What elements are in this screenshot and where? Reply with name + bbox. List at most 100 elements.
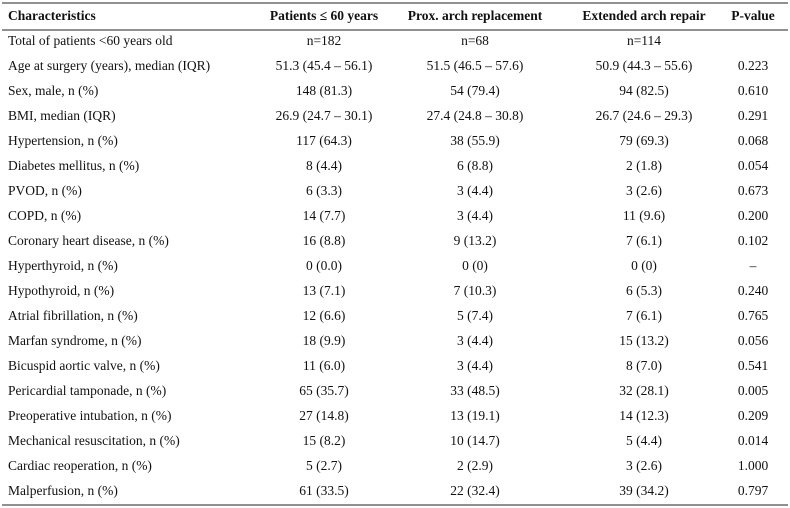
cell: 26.7 (24.6 – 29.3) — [596, 108, 693, 123]
cell: 3 (2.6) — [626, 458, 662, 473]
cell: 61 (33.5) — [299, 483, 349, 498]
cell: 0.673 — [738, 183, 769, 198]
cell: 0.223 — [738, 58, 769, 73]
cell: 0.014 — [738, 433, 769, 448]
cell: 51.5 (46.5 – 57.6) — [427, 58, 524, 73]
cell: 27 (14.8) — [299, 408, 349, 423]
cell: 10 (14.7) — [450, 433, 500, 448]
row-label: PVOD, n (%) — [8, 183, 82, 198]
row-label: Pericardial tamponade, n (%) — [8, 383, 166, 398]
cell: 8 (4.4) — [306, 158, 342, 173]
cell: 0.797 — [738, 483, 769, 498]
row-label: Marfan syndrome, n (%) — [8, 333, 141, 348]
cell: 13 (7.1) — [303, 283, 346, 298]
cell: 7 (6.1) — [626, 308, 662, 323]
cell: 0.610 — [738, 83, 769, 98]
cell: 3 (4.4) — [457, 333, 493, 348]
row-label: Mechanical resuscitation, n (%) — [8, 433, 180, 448]
cell: 14 (12.3) — [619, 408, 669, 423]
cell: 3 (4.4) — [457, 183, 493, 198]
cell: 0.765 — [738, 308, 769, 323]
cell: 9 (13.2) — [454, 233, 497, 248]
cell: 0.291 — [738, 108, 768, 123]
cell: 7 (6.1) — [626, 233, 662, 248]
cell: 2 (1.8) — [626, 158, 662, 173]
cell: n=114 — [627, 33, 661, 48]
cell: n=182 — [307, 33, 342, 48]
header-cell: Characteristics — [8, 8, 96, 23]
header-cell: Patients ≤ 60 years — [270, 8, 378, 23]
cell: 0.541 — [738, 358, 768, 373]
cell: 16 (8.8) — [303, 233, 346, 248]
row-label: Total of patients <60 years old — [8, 33, 173, 48]
cell: 15 (8.2) — [303, 433, 346, 448]
cell: 0.102 — [738, 233, 768, 248]
cell: 54 (79.4) — [450, 83, 500, 98]
cell: 0.054 — [738, 158, 769, 173]
cell: 6 (5.3) — [626, 283, 662, 298]
cell: 6 (3.3) — [306, 183, 342, 198]
cell: 22 (32.4) — [450, 483, 500, 498]
cell: 18 (9.9) — [303, 333, 346, 348]
cell: 94 (82.5) — [619, 83, 669, 98]
row-label: Bicuspid aortic valve, n (%) — [8, 358, 160, 373]
row-label: Diabetes mellitus, n (%) — [8, 158, 139, 173]
cell: 0.240 — [738, 283, 769, 298]
header-cell: Prox. arch replacement — [408, 8, 543, 23]
cell: 2 (2.9) — [457, 458, 493, 473]
cell: 33 (48.5) — [450, 383, 500, 398]
row-label: Hypothyroid, n (%) — [8, 283, 114, 298]
cell: 27.4 (24.8 – 30.8) — [427, 108, 524, 123]
row-label: Malperfusion, n (%) — [8, 483, 118, 498]
cell: 38 (55.9) — [450, 133, 500, 148]
cell: 0.056 — [738, 333, 769, 348]
row-label: COPD, n (%) — [8, 208, 81, 223]
cell: 14 (7.7) — [303, 208, 346, 223]
header-cell: P-value — [731, 8, 775, 23]
cell: 51.3 (45.4 – 56.1) — [276, 58, 373, 73]
row-label: Hypertension, n (%) — [8, 133, 118, 148]
cell: 0.200 — [738, 208, 769, 223]
cell: 3 (4.4) — [457, 208, 493, 223]
cell: 0.005 — [738, 383, 769, 398]
row-label: Preoperative intubation, n (%) — [8, 408, 171, 423]
cell: 8 (7.0) — [626, 358, 662, 373]
cell: 32 (28.1) — [619, 383, 669, 398]
header-cell: Extended arch repair — [582, 8, 705, 23]
row-label: Cardiac reoperation, n (%) — [8, 458, 152, 473]
cell: 3 (4.4) — [457, 358, 493, 373]
row-label: Hyperthyroid, n (%) — [8, 258, 118, 273]
cell: 0.209 — [738, 408, 769, 423]
cell: 11 (6.0) — [303, 358, 345, 373]
cell: 65 (35.7) — [299, 383, 349, 398]
cell: 79 (69.3) — [619, 133, 669, 148]
cell: 117 (64.3) — [296, 133, 352, 148]
cell: 148 (81.3) — [296, 83, 352, 98]
cell: 12 (6.6) — [303, 308, 346, 323]
cell: 0 (0) — [631, 258, 657, 273]
cell: 3 (2.6) — [626, 183, 662, 198]
cell: 26.9 (24.7 – 30.1) — [276, 108, 373, 123]
cell: n=68 — [461, 33, 489, 48]
cell: 5 (4.4) — [626, 433, 662, 448]
cell: – — [749, 258, 757, 273]
cell: 0 (0) — [462, 258, 488, 273]
cell: 13 (19.1) — [450, 408, 500, 423]
cell: 6 (8.8) — [457, 158, 493, 173]
row-label: Sex, male, n (%) — [8, 83, 98, 98]
cell: 5 (2.7) — [306, 458, 342, 473]
cell: 15 (13.2) — [619, 333, 669, 348]
cell: 1.000 — [738, 458, 769, 473]
cell: 0 (0.0) — [306, 258, 342, 273]
cell: 50.9 (44.3 – 55.6) — [596, 58, 693, 73]
row-label: Coronary heart disease, n (%) — [8, 233, 169, 248]
cell: 5 (7.4) — [457, 308, 493, 323]
cell: 39 (34.2) — [619, 483, 669, 498]
cell: 11 (9.6) — [623, 208, 665, 223]
row-label: Age at surgery (years), median (IQR) — [8, 58, 210, 73]
row-label: Atrial fibrillation, n (%) — [8, 308, 138, 323]
cell: 7 (10.3) — [454, 283, 497, 298]
cell: 0.068 — [738, 133, 769, 148]
row-label: BMI, median (IQR) — [8, 108, 116, 123]
